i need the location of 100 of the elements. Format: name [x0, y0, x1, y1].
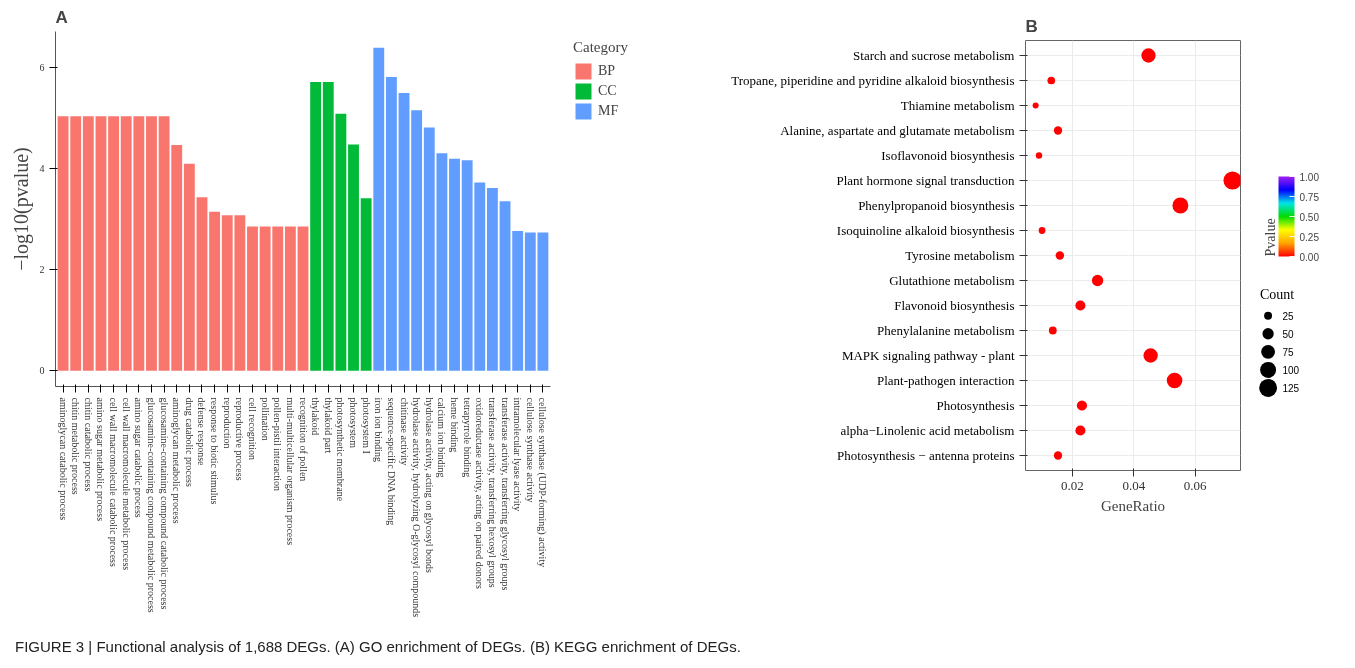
x-tick-label: cellulose synthase activity: [524, 397, 536, 503]
y-tick-label: Plant-pathogen interaction: [876, 373, 1015, 388]
caption: FIGURE 3 | Functional analysis of 1,688 DEGs. (A) GO enrichment of DEGs. (B) KEGG enrichment of DEGs.: [15, 637, 741, 657]
x-tick-label: photosynthetic membrane: [335, 397, 347, 502]
y-tick-label: Tropane, piperidine and pyridine alkaloid biosynthesis: [731, 73, 1015, 88]
legend-label: 50: [1282, 328, 1295, 340]
y-tick-label: 6: [39, 62, 45, 74]
legend-label: 75: [1282, 346, 1295, 358]
x-tick-label: drug catabolic process: [183, 397, 195, 488]
y-tick-label: Photosynthesis − antenna proteins: [837, 448, 1015, 463]
bar: [196, 197, 208, 371]
bar: [95, 116, 107, 371]
x-axis-title: GeneRatio: [1100, 497, 1166, 514]
bar: [209, 211, 221, 371]
x-tick-label: amino sugar catabolic process: [133, 397, 145, 518]
y-tick-label: Starch and sucrose metabolism: [853, 48, 1015, 63]
color-bar-label: 1.00: [1299, 171, 1320, 183]
y-tick-label: Photosynthesis: [936, 398, 1015, 413]
x-tick-label: aminoglycan catabolic process: [57, 397, 69, 521]
legend-label: MF: [598, 103, 619, 119]
y-tick-label: MAPK signaling pathway - plant: [841, 348, 1015, 363]
bar: [449, 158, 460, 371]
color-bar-label: 0.75: [1299, 191, 1320, 203]
x-tick-label: sequence-specific DNA binding: [385, 397, 397, 526]
x-tick-label: glucosamine-containing compound catabolic process: [158, 397, 170, 610]
x-tick-label: defense response: [196, 397, 208, 467]
x-tick-label: heme binding: [449, 397, 461, 453]
bar: [486, 188, 498, 371]
x-tick-label: iron ion binding: [373, 397, 385, 462]
bar: [398, 93, 410, 371]
legend-title: Category: [573, 39, 628, 56]
x-tick-label: transferase activity, transferring glycosyl groups: [499, 397, 511, 591]
x-tick-label: chitin metabolic process: [70, 397, 82, 495]
y-tick-label: 2: [39, 264, 45, 276]
x-tick-label: chitinase activity: [398, 397, 410, 466]
legend-label: 25: [1282, 310, 1295, 322]
bar: [82, 116, 94, 371]
x-tick-label: 0.06: [1183, 477, 1207, 493]
legend-label: 100: [1282, 364, 1300, 376]
x-tick-label: glucosamine-containing compound metabolic process: [145, 397, 157, 613]
legend-title: Count: [1260, 286, 1295, 302]
y-tick-label: Flavonoid biosynthesis: [894, 298, 1015, 313]
bar: [512, 230, 524, 371]
x-tick-label: hydrolase activity, acting on glycosyl bonds: [423, 397, 435, 574]
y-tick-label: Alanine, aspartate and glutamate metabolism: [780, 123, 1015, 138]
x-tick-label: pollen-pistil interaction: [272, 397, 284, 492]
y-tick-label: Plant hormone signal transduction: [836, 173, 1015, 188]
x-tick-label: transferase activity, transferring hexosyl groups: [486, 397, 498, 588]
x-tick-label: tetrapyrrole binding: [461, 397, 473, 478]
x-tick-label: thylakoid: [310, 397, 322, 436]
color-bar-label: 0.00: [1299, 251, 1320, 263]
x-tick-label: intramolecular lyase activity: [512, 397, 524, 512]
y-tick-label: Phenylpropanoid biosynthesis: [858, 198, 1015, 213]
y-tick-label: Isoquinoline alkaloid biosynthesis: [836, 223, 1015, 238]
y-axis-title: −log10(pvalue): [9, 147, 33, 271]
color-bar-title: Pvalue: [1262, 218, 1278, 257]
bar: [284, 226, 296, 371]
y-tick-label: Thiamine metabolism: [900, 98, 1015, 113]
bar: [146, 116, 157, 371]
x-tick-label: cell wall macromolecule catabolic process: [108, 397, 120, 567]
bar: [297, 226, 309, 371]
x-tick-label: chitin catabolic process: [82, 397, 94, 492]
bar: [385, 76, 397, 371]
x-tick-label: response to biotic stimulus: [209, 397, 221, 505]
y-tick-label: Tyrosine metabolism: [905, 248, 1015, 263]
y-tick-label: 0: [39, 365, 45, 377]
y-tick-label: Phenylalanine metabolism: [876, 323, 1015, 338]
bar: [348, 144, 359, 371]
x-tick-label: 0.02: [1061, 477, 1084, 493]
x-tick-label: recognition of pollen: [297, 397, 309, 482]
x-tick-label: oxidoreductase activity, acting on paired donors: [474, 397, 486, 590]
y-tick-label: Glutathione metabolism: [889, 273, 1015, 288]
x-tick-label: thylakoid part: [322, 397, 334, 454]
x-tick-label: photosystem: [348, 397, 360, 449]
legend-label: 125: [1282, 382, 1300, 394]
x-tick-label: multi-multicellular organism process: [284, 397, 296, 546]
x-tick-label: aminoglycan metabolic process: [171, 397, 183, 524]
chart-title: A: [55, 7, 68, 27]
y-tick-label: alpha−Linolenic acid metabolism: [840, 423, 1015, 438]
x-tick-label: hydrolase activity, hydrolyzing O-glycosyl compounds: [411, 397, 423, 618]
y-tick-label: 4: [39, 163, 45, 175]
chart-title: B: [1025, 16, 1038, 36]
x-tick-label: amino sugar metabolic process: [95, 397, 107, 522]
x-tick-label: calcium ion binding: [436, 397, 448, 478]
bar: [108, 116, 120, 371]
x-tick-label: 0.04: [1122, 477, 1146, 493]
bar: [183, 163, 195, 371]
bar: [499, 201, 511, 371]
x-tick-label: photosystem I: [360, 397, 372, 454]
color-bar-label: 0.50: [1299, 211, 1320, 223]
x-tick-label: reproduction: [221, 397, 233, 449]
legend-label: CC: [598, 83, 618, 99]
bar: [373, 47, 385, 371]
bar: [360, 198, 372, 371]
x-tick-label: cell wall macromolecule metabolic process: [120, 397, 132, 571]
bar: [247, 226, 258, 371]
y-tick-label: Isoflavonoid biosynthesis: [881, 148, 1015, 163]
bar: [411, 110, 423, 371]
color-bar-label: 0.25: [1299, 231, 1320, 243]
bar: [310, 82, 322, 371]
